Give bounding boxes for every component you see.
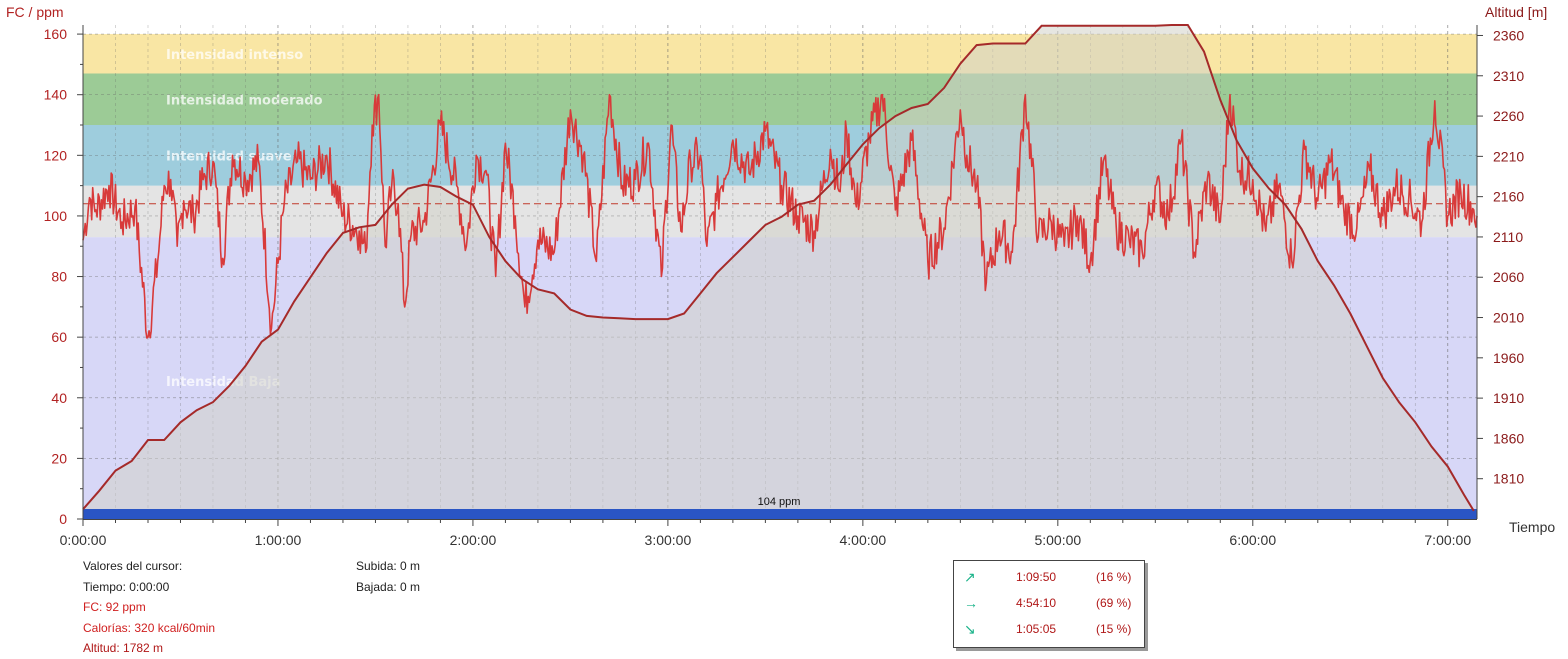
heart-rate-series [82, 93, 1478, 339]
arrow-down-right-icon: ↘ [964, 621, 976, 637]
axes: 0 20 40 60 80 100 120 140 160 1810 1860 1910 1960 201… [44, 25, 1524, 548]
right-tick-label-7: 2160 [1493, 189, 1524, 205]
arrow-right-icon: → [964, 595, 978, 611]
right-tick-label-2: 1910 [1493, 390, 1524, 406]
summary-row-flat: → 4:54:10 (69 %) [954, 595, 1144, 615]
left-tick-label-5: 100 [44, 208, 68, 224]
right-tick-label-1: 1860 [1493, 430, 1524, 446]
x-tick-label-0: 0:00:00 [60, 532, 107, 548]
slope-summary-box: ↗ 1:09:50 (16 %) → 4:54:10 (69 %) ↘ 1:05… [953, 560, 1145, 648]
zone-band-3 [83, 73, 1477, 126]
x-tick-label-2: 2:00:00 [450, 532, 497, 548]
right-tick-label-11: 2360 [1493, 27, 1524, 43]
ascent-value: Subida: 0 m [356, 559, 421, 573]
baseline-bar [83, 509, 1477, 519]
cursor-header: Valores del cursor: [83, 559, 183, 573]
elevation-change-panel: Subida: 0 m Bajada: 0 m [356, 556, 420, 597]
x-tick-label-5: 5:00:00 [1034, 532, 1081, 548]
right-tick-label-6: 2110 [1493, 229, 1523, 245]
x-axis-title: Tiempo [1509, 519, 1555, 535]
heart-rate-line [82, 93, 1478, 339]
right-tick-label-10: 2310 [1493, 68, 1524, 84]
x-tick-label-1: 1:00:00 [255, 532, 302, 548]
zone-label-4: Intensidad intenso [166, 48, 303, 63]
right-axis-title: Altitud [m] [1485, 4, 1547, 20]
zone-label-3: Intensidad moderado [166, 93, 323, 108]
left-tick-label-6: 120 [44, 147, 68, 163]
average-label: 104 ppm [758, 496, 801, 508]
arrow-up-right-icon: ↗ [964, 569, 976, 585]
descent-value: Bajada: 0 m [356, 579, 421, 594]
average-line-group: 104 ppm [83, 203, 1477, 519]
x-tick-label-6: 6:00:00 [1229, 532, 1276, 548]
left-tick-label-0: 0 [59, 511, 67, 527]
left-tick-label-4: 80 [51, 269, 67, 285]
altitude-fill [83, 25, 1474, 519]
cursor-values-panel: Valores del cursor: Tiempo: 0:00:00 FC: … [83, 556, 215, 659]
axis-labels: FC / ppm Altitud [m] Tiempo [6, 4, 1555, 535]
summary-row-uphill: ↗ 1:09:50 (16 %) [954, 569, 1144, 589]
right-tick-label-3: 1960 [1493, 350, 1524, 366]
left-tick-label-7: 140 [44, 87, 68, 103]
altitude-series [82, 24, 1475, 512]
left-tick-label-3: 60 [51, 329, 67, 345]
downhill-percent: (15 %) [1096, 622, 1132, 636]
left-tick-label-8: 160 [44, 26, 68, 42]
right-tick-label-5: 2060 [1493, 269, 1524, 285]
zone-label-2: Intensidad suave [166, 149, 292, 164]
summary-row-downhill: ↘ 1:05:05 (15 %) [954, 621, 1144, 641]
altitude-line [82, 24, 1475, 512]
uphill-percent: (16 %) [1096, 570, 1132, 584]
cursor-time: Tiempo: 0:00:00 [83, 579, 170, 594]
left-tick-label-1: 20 [51, 450, 67, 466]
cursor-altitude: Altitud: 1782 m [83, 641, 164, 655]
uphill-time: 1:09:50 [1016, 570, 1057, 584]
cursor-heart-rate: FC: 92 ppm [83, 600, 146, 614]
right-tick-label-0: 1810 [1493, 471, 1524, 487]
right-tick-label-4: 2010 [1493, 310, 1524, 326]
right-tick-label-9: 2260 [1493, 108, 1524, 124]
flat-percent: (69 %) [1096, 596, 1132, 610]
cursor-calories: Calorías: 320 kcal/60min [83, 620, 216, 635]
x-tick-label-4: 4:00:00 [840, 532, 887, 548]
zone-band-4 [83, 34, 1477, 74]
flat-time: 4:54:10 [1016, 596, 1057, 610]
x-tick-label-3: 3:00:00 [645, 532, 692, 548]
x-tick-label-7: 7:00:00 [1424, 532, 1471, 548]
downhill-time: 1:05:05 [1016, 622, 1057, 636]
altitude-area [83, 25, 1474, 519]
right-tick-label-8: 2210 [1493, 148, 1524, 164]
left-axis-title: FC / ppm [6, 4, 64, 20]
left-tick-label-2: 40 [51, 390, 67, 406]
